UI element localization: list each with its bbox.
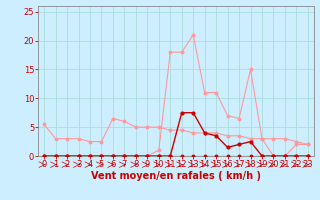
X-axis label: Vent moyen/en rafales ( km/h ): Vent moyen/en rafales ( km/h ) xyxy=(91,171,261,181)
